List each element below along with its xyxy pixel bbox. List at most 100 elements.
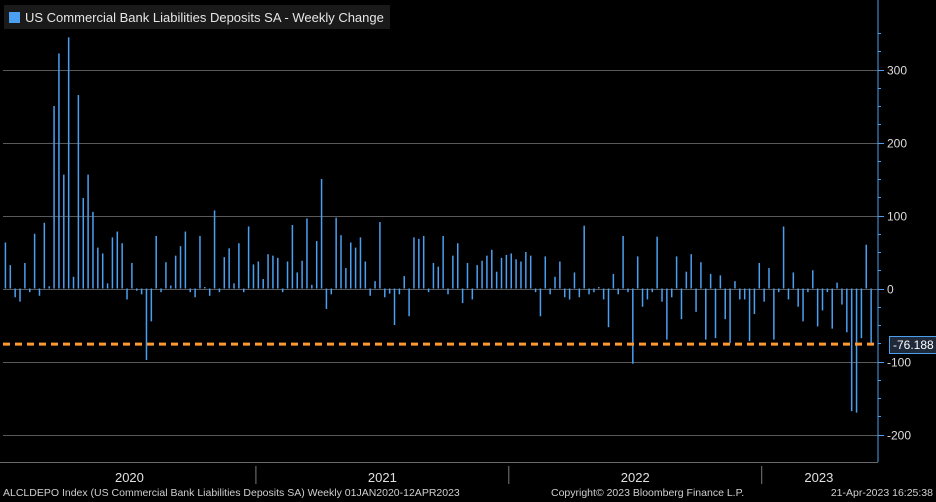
bar [461,288,464,304]
bar [121,243,123,289]
bar [695,288,697,312]
bar [758,262,761,289]
bar [773,288,775,340]
bar [627,288,629,293]
bar [359,237,362,289]
bar [777,288,780,293]
bar [739,288,741,300]
bar [520,261,522,289]
bar [388,288,391,294]
bar [525,252,527,289]
bar [92,211,94,289]
year-label-2020: 2020 [114,470,144,485]
bar [486,255,488,289]
year-label-2022: 2022 [620,470,650,485]
bar [179,246,182,289]
bar [218,288,221,293]
bar [666,288,668,340]
bar [452,255,454,289]
bar [675,256,678,289]
bar-series [4,37,872,413]
year-label-2023: 2023 [804,470,834,485]
bar [753,288,756,315]
bar [709,273,712,289]
bar [641,288,644,307]
bar [131,262,133,289]
bar [748,288,751,342]
bar [174,255,177,289]
bar [252,264,255,289]
bar [763,288,765,302]
bar [403,276,405,289]
legend-swatch [9,11,20,23]
y-axis-ticks: -200 -100 0 100 200 300 [878,33,911,443]
bar [456,243,459,289]
bar [714,288,717,339]
bar [870,288,872,344]
bar [301,260,303,289]
bar [447,288,449,295]
chart-legend: US Commercial Bank Liabilities Deposits … [4,5,390,29]
bar [63,174,65,289]
bar [374,281,376,289]
bar [544,256,547,289]
bar [24,262,26,289]
bar [568,288,571,300]
bar [184,231,187,289]
bar [632,288,634,364]
bar [690,254,692,289]
bar [267,254,269,289]
bar [136,288,138,291]
bar [101,253,104,289]
bar [816,288,819,327]
bar [612,273,615,289]
bar [734,281,736,289]
y-tick-label: -100 [887,356,911,370]
bar [607,288,610,328]
bar [296,272,298,289]
bar [354,247,357,289]
bar [281,288,284,293]
bar [685,271,688,289]
bar [651,288,654,293]
bar [588,288,590,295]
bar [743,288,746,300]
bar [831,288,833,329]
bar [413,237,415,289]
bar [77,95,80,289]
bar [563,288,566,298]
y-tick-label: -200 [887,429,911,443]
bar [442,235,444,289]
bar [529,255,532,289]
chart-title: US Commercial Bank Liabilities Deposits … [25,9,384,25]
bar [126,288,128,300]
bar [345,268,347,289]
bar [82,197,84,289]
footer-timestamp: 21-Apr-2023 16:25:38 [830,487,933,499]
bar [700,262,702,289]
bar [476,265,478,289]
bar [208,288,211,296]
bar [797,288,799,307]
bar [194,288,196,298]
bar [495,271,498,289]
bar [393,288,396,325]
bar [549,288,551,295]
y-tick-label: 300 [887,64,907,78]
bar [617,288,619,295]
bar [213,210,216,289]
bar [72,276,75,289]
bar [29,288,31,293]
bar [170,285,172,289]
bar [364,261,367,289]
y-tick-label: 100 [887,210,907,224]
bar [787,288,790,300]
bar [223,257,226,289]
year-label-2021: 2021 [367,470,397,485]
bar [437,266,440,289]
bar [48,286,50,289]
bar [559,261,561,289]
bar [841,288,843,305]
bar [656,236,658,289]
